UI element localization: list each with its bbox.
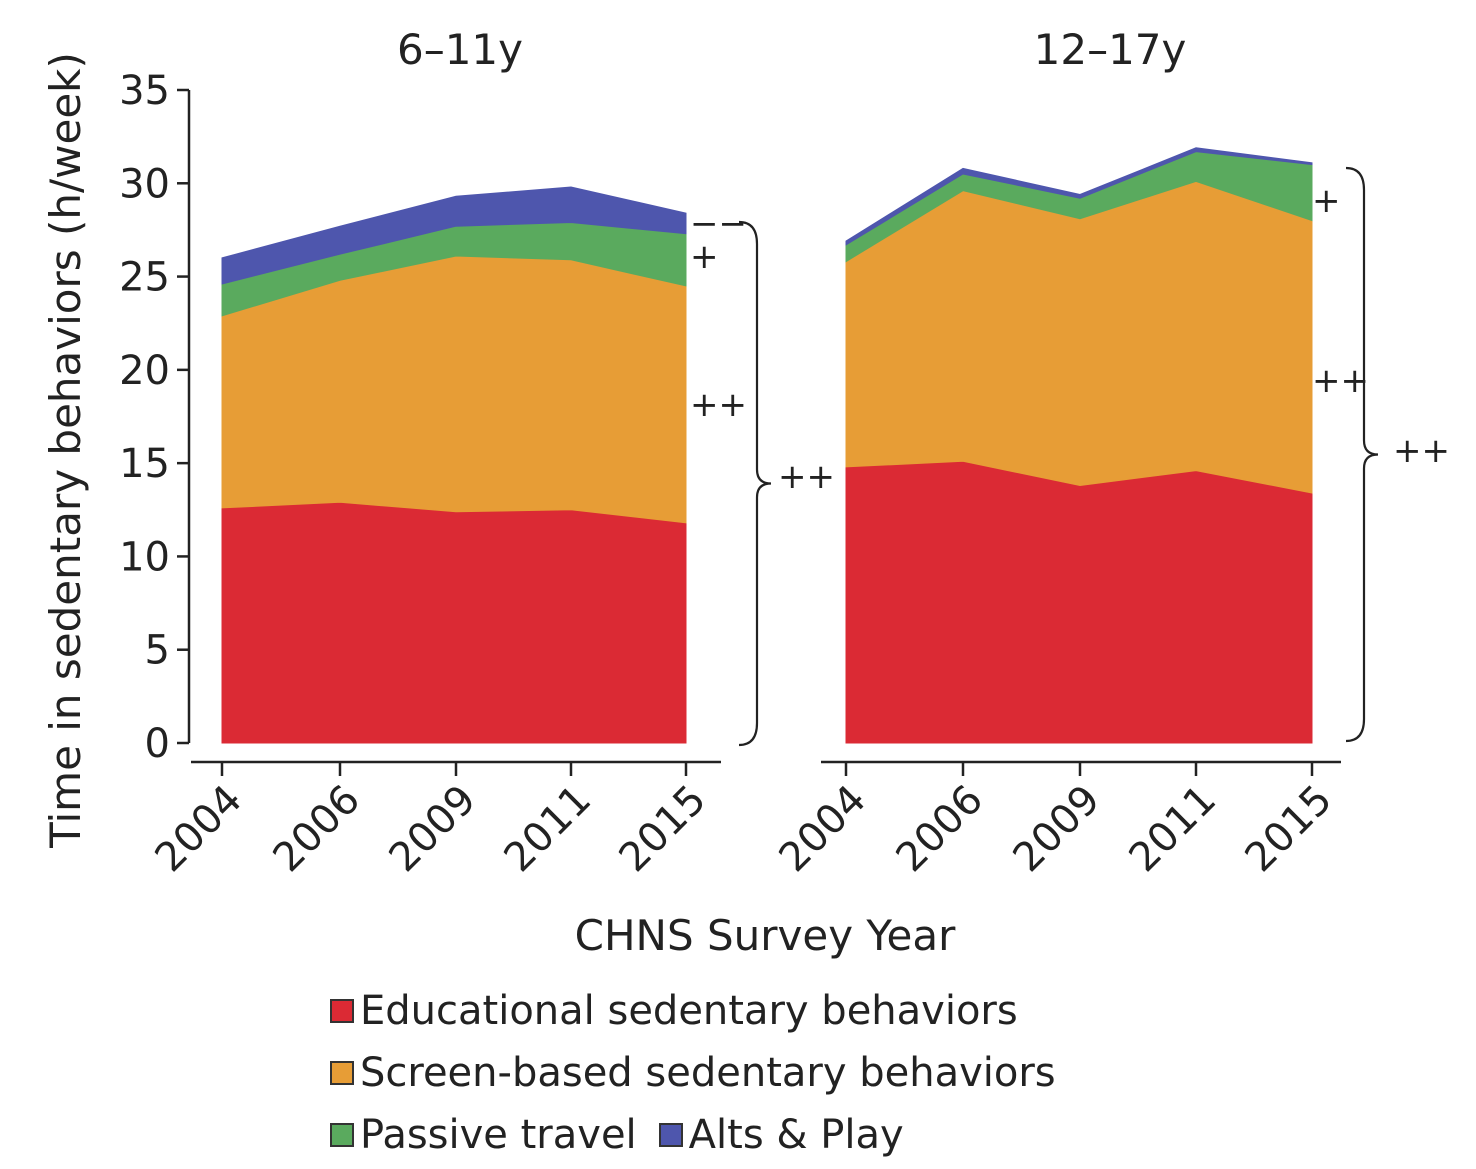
legend-label: Passive travel: [360, 1112, 637, 1158]
legend-item-alts-play: Alts & Play: [658, 1104, 904, 1166]
x-tick-label: 2015: [1237, 777, 1342, 882]
x-axis-title: CHNS Survey Year: [575, 911, 956, 960]
legend-item-passive-travel: Passive travel: [330, 1104, 637, 1166]
brace: [738, 220, 772, 747]
x-tick-label: 2004: [771, 777, 876, 882]
legend-swatch: [330, 1061, 354, 1085]
panel-6-11y: 6–11y 2004 2006 2009 2011 2015 −− + ++ ++: [147, 25, 835, 881]
x-tick-label: 2009: [381, 777, 486, 882]
annotation-passive-travel: +: [690, 237, 719, 277]
y-tick-label: 15: [119, 441, 170, 487]
y-tick-label: 35: [119, 68, 170, 114]
legend-swatch: [658, 1123, 683, 1147]
significance-annotations: + ++ ++: [1312, 166, 1450, 743]
annotation-total: ++: [1393, 431, 1450, 471]
x-tick-label: 2015: [611, 777, 716, 882]
y-tick-label: 0: [145, 721, 170, 767]
y-tick-label: 20: [119, 348, 170, 394]
annotation-screen-based: ++: [1312, 361, 1369, 401]
legend-row: Screen-based sedentary behaviors: [330, 1042, 1230, 1104]
legend-label: Screen-based sedentary behaviors: [360, 1050, 1056, 1096]
y-tick-label: 5: [145, 628, 170, 674]
x-tick-label: 2004: [147, 777, 252, 882]
legend-label: Educational sedentary behaviors: [360, 988, 1018, 1034]
area-screen-based-sedentary-behaviors: [221, 255, 687, 524]
panel-title: 12–17y: [1034, 25, 1187, 74]
area-educational-sedentary-behaviors: [845, 460, 1313, 744]
significance-annotations: −− + ++ ++: [690, 204, 835, 747]
y-axis-title: Time in sedentary behaviors (h/week): [41, 52, 90, 849]
annotation-alts-play: −−: [690, 204, 747, 244]
panel-12-17y: 12–17y 2004 2006 2009 2011 2015 + ++ ++: [771, 25, 1450, 881]
brace: [1345, 166, 1379, 743]
panel-areas: [845, 147, 1313, 744]
x-axis: 2004 2006 2009 2011 2015: [771, 760, 1342, 882]
legend: Educational sedentary behaviors Screen-b…: [330, 980, 1230, 1166]
annotation-passive-travel: +: [1312, 181, 1341, 221]
x-axis: 2004 2006 2009 2011 2015: [147, 760, 721, 882]
area-alts-play: [221, 186, 687, 285]
x-tick-label: 2011: [1121, 777, 1226, 882]
annotation-total: ++: [778, 457, 835, 497]
panel-title: 6–11y: [397, 25, 523, 74]
legend-row: Educational sedentary behaviors: [330, 980, 1230, 1042]
y-ticks: 0 5 10 15 20 25 30 35: [119, 68, 189, 767]
annotation-screen-based: ++: [690, 385, 747, 425]
y-tick-label: 25: [119, 255, 170, 301]
legend-swatch: [330, 999, 354, 1023]
x-tick-label: 2006: [265, 777, 370, 882]
area-educational-sedentary-behaviors: [221, 501, 687, 744]
area-alts-play: [845, 147, 1313, 246]
legend-label: Alts & Play: [688, 1112, 904, 1158]
x-tick-label: 2011: [496, 777, 601, 882]
area-screen-based-sedentary-behaviors: [845, 180, 1313, 494]
y-tick-label: 30: [119, 161, 170, 207]
y-tick-label: 10: [119, 534, 170, 580]
legend-item-screen-based: Screen-based sedentary behaviors: [330, 1042, 1056, 1104]
y-axis: 0 5 10 15 20 25 30 35: [119, 68, 191, 767]
legend-item-educational: Educational sedentary behaviors: [330, 980, 1018, 1042]
x-tick-label: 2009: [1005, 777, 1110, 882]
panel-areas: [221, 186, 687, 744]
x-tick-label: 2006: [888, 777, 993, 882]
legend-swatch: [330, 1123, 354, 1147]
legend-row: Passive travel Alts & Play: [330, 1104, 1230, 1166]
